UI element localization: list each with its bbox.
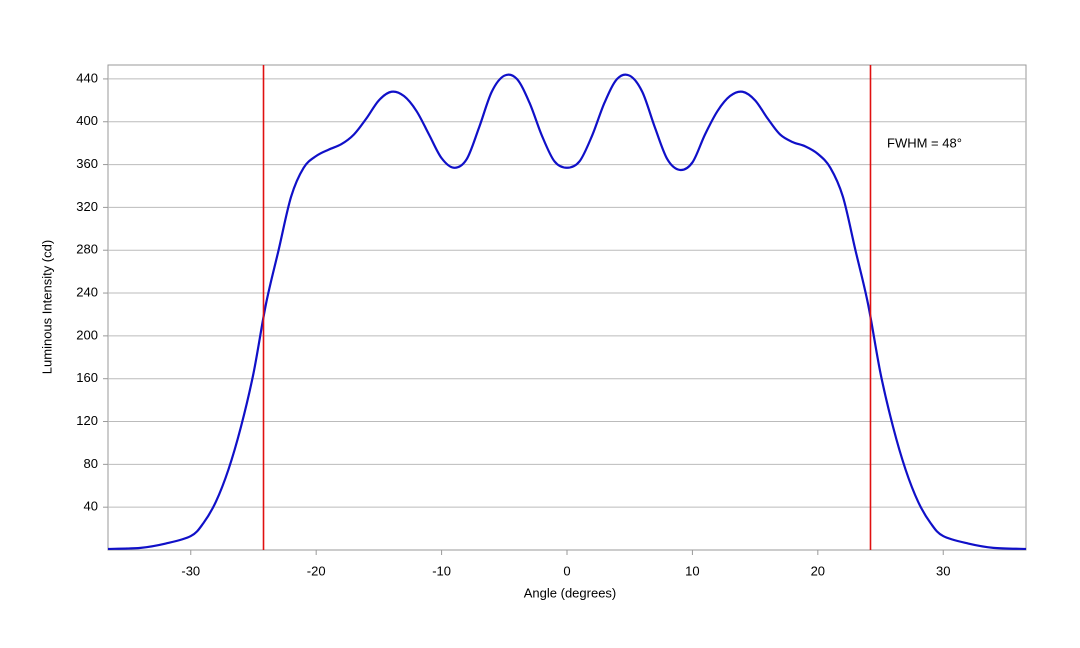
y-tick-label: 80 xyxy=(84,456,98,471)
curve xyxy=(107,73,1027,551)
x-tick-label: 0 xyxy=(563,563,570,578)
y-tick-label: 120 xyxy=(76,413,98,428)
x-tick-label: -10 xyxy=(432,563,451,578)
y-tick-label: 160 xyxy=(76,370,98,385)
annotation: FWHM = 48° xyxy=(887,135,962,150)
y-tick-label: 440 xyxy=(76,70,98,85)
y-tick-label: 40 xyxy=(84,499,98,514)
y-tick-label: 240 xyxy=(76,284,98,299)
y-tick-label: 360 xyxy=(76,156,98,171)
x-tick-label: 30 xyxy=(936,563,950,578)
y-tick-label: 200 xyxy=(76,327,98,342)
x-tick-label: -30 xyxy=(181,563,200,578)
y-axis-label: Luminous Intensity (cd) xyxy=(39,240,54,374)
x-tick-label: -20 xyxy=(307,563,326,578)
x-tick-label: 10 xyxy=(685,563,699,578)
y-tick-label: 320 xyxy=(76,199,98,214)
x-tick-label: 20 xyxy=(811,563,825,578)
y-tick-label: 400 xyxy=(76,113,98,128)
x-axis-label: Angle (degrees) xyxy=(524,585,617,600)
y-tick-label: 280 xyxy=(76,242,98,257)
